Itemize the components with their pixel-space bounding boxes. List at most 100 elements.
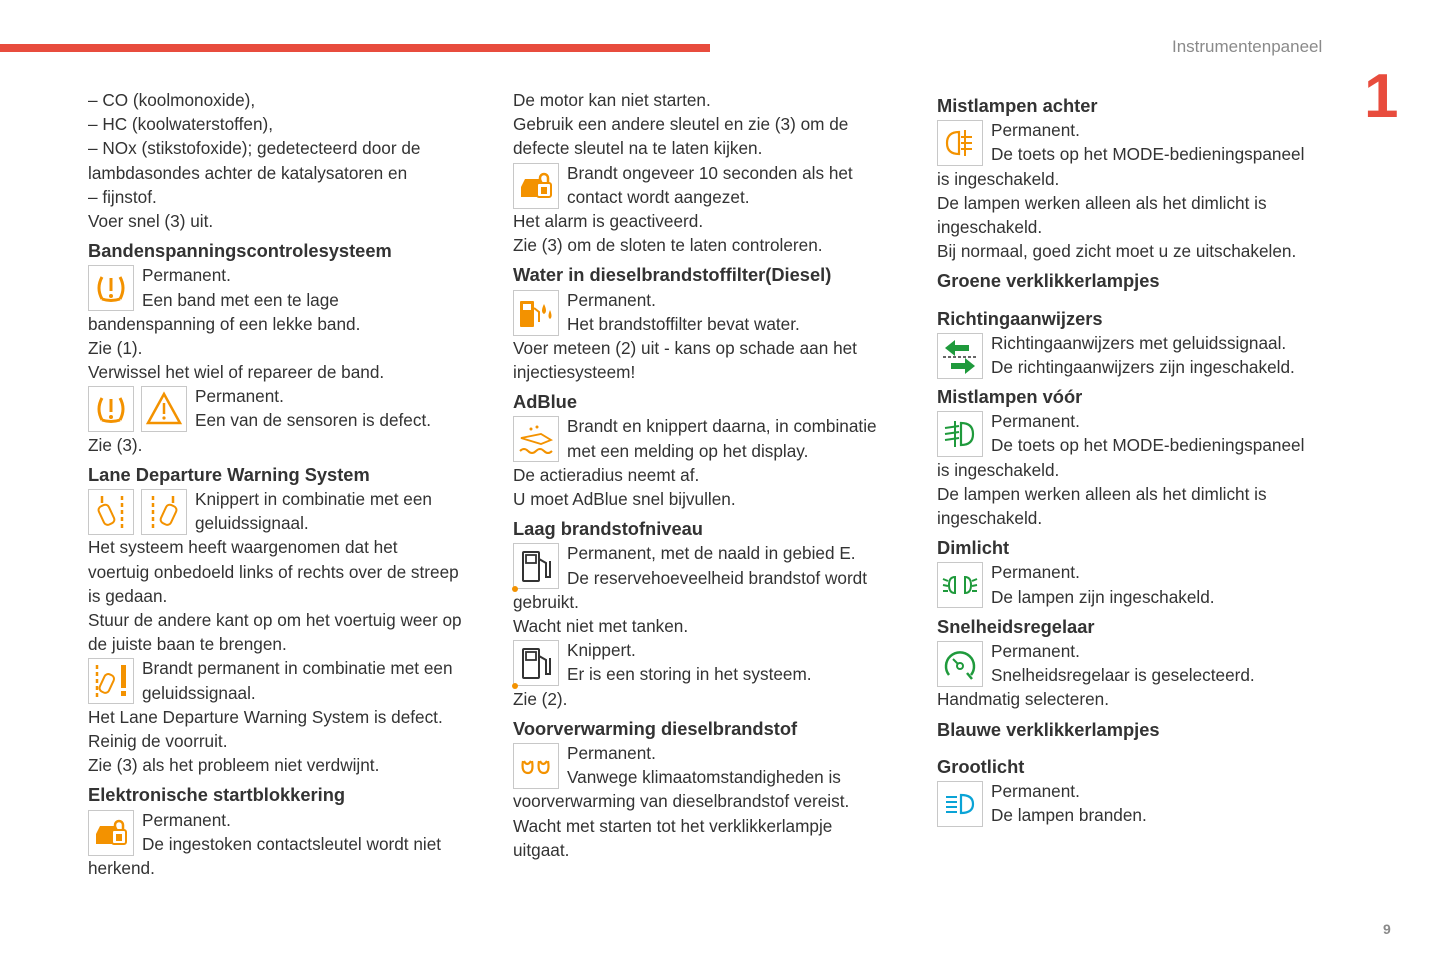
indicator-entry: Permanent. Een van de sensoren is defect.: [88, 384, 508, 433]
indicator-entry: Permanent, met de naald in gebied E. De r…: [512, 541, 933, 593]
indicator-description: Permanent. Vanwege klimaatomstandigheden …: [567, 741, 841, 789]
indicator-entry: Brandt en knippert daarna, in combinatie…: [513, 414, 933, 463]
fuel-level-icon: [512, 543, 559, 593]
tyre-pressure-icon: [88, 265, 134, 312]
adblue-icon: [513, 416, 559, 463]
section-heading: Richtingaanwijzers: [937, 307, 1103, 329]
text-line: uitgaat.: [513, 839, 570, 860]
high-beam-icon: [937, 780, 983, 827]
indicator-entry: Permanent. De lampen zijn ingeschakeld.: [937, 560, 1367, 609]
lane-departure-right-icon: [141, 489, 187, 536]
header-accent-bar: [0, 44, 710, 52]
section-heading: Mistlampen achter: [937, 95, 1098, 116]
indicator-entry: Permanent. De ingestoken contactsleutel w…: [88, 808, 508, 856]
text-line: Permanent.: [991, 411, 1080, 432]
text-line: Handmatig selecteren.: [937, 689, 1109, 710]
text-line: Verwissel het wiel of repareer de band.: [88, 362, 385, 383]
section-title: Blauwe verklikkerlampjes: [937, 718, 1160, 740]
text-line: Wacht met starten tot het verklikkerlamp…: [513, 815, 833, 836]
column-1: – CO (koolmonoxide), – HC (koolwaterstoff…: [88, 88, 508, 880]
text-line: bandenspanning of een lekke band.: [88, 313, 361, 334]
text-line: Knippert in combinatie met een: [195, 489, 432, 510]
text-line: ingeschakeld.: [937, 216, 1043, 237]
text-line: De lampen werken alleen als het dimlicht…: [937, 483, 1267, 504]
text-line: De lampen branden.: [991, 805, 1147, 826]
indicator-description: Permanent. De toets op het MODE-bediening…: [991, 118, 1304, 166]
indicator-entry: Permanent. Vanwege klimaatomstandigheden …: [513, 741, 933, 789]
indicator-icons: [937, 779, 983, 827]
indicator-icons: [88, 384, 187, 433]
text-line: Wacht niet met tanken.: [513, 616, 689, 636]
text-line: Het alarm is geactiveerd.: [513, 210, 704, 231]
text-line: Permanent.: [142, 809, 231, 830]
text-line: geluidssignaal.: [195, 513, 309, 534]
indicator-description: Permanent. De ingestoken contactsleutel w…: [142, 808, 441, 856]
indicator-icons: [513, 741, 559, 789]
text-line: De toets op het MODE-bedieningspaneel: [991, 144, 1305, 165]
tyre-pressure-icon: [88, 386, 134, 433]
indicator-description: Permanent. De lampen branden.: [991, 779, 1147, 827]
section-heading: Mistlampen vóór: [937, 386, 1083, 408]
section-heading: Water in dieselbrandstoffilter(Diesel): [513, 264, 832, 286]
text-line: U moet AdBlue snel bijvullen.: [513, 489, 736, 510]
indicator-entry: Richtingaanwijzers met geluidssignaal. De…: [937, 331, 1367, 379]
section-heading: Snelheidsregelaar: [937, 615, 1095, 637]
text-line: De lampen werken alleen als het dimlicht…: [937, 192, 1267, 213]
diesel-preheat-icon: [513, 742, 559, 789]
indicator-icons: [513, 288, 559, 336]
text-line: – HC (koolwaterstoffen),: [88, 114, 274, 135]
text-line: Reinig de voorruit.: [88, 730, 228, 751]
immobilizer-icon: [88, 809, 134, 856]
text-line: Stuur de andere kant op om het voertuig …: [88, 609, 462, 630]
warning-dot-icon: [512, 683, 518, 690]
text-line: – fijnstof.: [88, 186, 157, 207]
indicator-icons: [88, 808, 134, 856]
text-line: Permanent, met de naald in gebied E.: [567, 543, 856, 564]
text-line: geluidssignaal.: [142, 682, 256, 703]
cruise-control-icon: [937, 641, 983, 687]
section-heading: Lane Departure Warning System: [88, 463, 370, 485]
text-line: is ingeschakeld.: [937, 459, 1060, 480]
indicator-icons: [513, 161, 559, 209]
text-line: is ingeschakeld.: [937, 168, 1060, 189]
section-heading: AdBlue: [513, 391, 577, 413]
indicator-description: Permanent. Een van de sensoren is defect.: [195, 384, 431, 432]
text-line: Het brandstoffilter bevat water.: [567, 313, 800, 334]
indicator-description: Permanent. De toets op het MODE-bediening…: [991, 409, 1304, 457]
text-line: De richtingaanwijzers zijn ingeschakeld.: [991, 356, 1295, 377]
indicator-entry: Permanent. Het brandstoffilter bevat wate…: [513, 288, 933, 336]
section-heading: Dimlicht: [937, 537, 1010, 559]
section-heading: Bandenspanningscontrolesysteem: [88, 240, 392, 262]
text-line: Een van de sensoren is defect.: [195, 410, 432, 431]
text-line: Een band met een te lage: [142, 289, 339, 310]
indicator-entry: Knippert in combinatie met een geluidssig…: [88, 487, 508, 536]
indicator-description: Permanent. De lampen zijn ingeschakeld.: [991, 560, 1215, 608]
indicator-description: Permanent, met de naald in gebied E. De r…: [567, 541, 867, 589]
indicator-description: Permanent. Het brandstoffilter bevat wate…: [567, 288, 800, 336]
chapter-number: 1: [1364, 62, 1399, 131]
text-line: Knippert.: [567, 640, 636, 661]
indicator-icons: [937, 331, 983, 379]
text-line: contact wordt aangezet.: [567, 186, 750, 207]
indicator-entry: Permanent. De toets op het MODE-bediening…: [937, 118, 1367, 167]
text-line: De reservehoeveelheid brandstof wordt: [567, 567, 868, 588]
lane-departure-fault-icon: [88, 658, 134, 705]
text-line: Permanent.: [567, 742, 656, 763]
fuel-level-icon: [512, 640, 559, 690]
low-beam-icon: [937, 562, 983, 609]
text-line: injectiesysteem!: [513, 362, 636, 383]
indicator-description: Richtingaanwijzers met geluidssignaal. De…: [991, 331, 1295, 379]
section-heading: Elektronische startblokkering: [88, 784, 346, 806]
text-line: Permanent.: [142, 265, 231, 286]
text-line: met een melding op het display.: [567, 440, 809, 461]
text-line: lambdasondes achter de katalysatoren en: [88, 162, 408, 183]
text-line: defecte sleutel na te laten kijken.: [513, 138, 763, 159]
indicator-description: Permanent. Snelheidsregelaar is geselecte…: [991, 639, 1255, 687]
section-heading: Laag brandstofniveau: [513, 518, 703, 540]
indicator-icons: [937, 560, 983, 609]
running-title: Instrumentenpaneel: [1172, 37, 1323, 56]
text-line: Voer meteen (2) uit - kans op schade aan…: [513, 337, 857, 358]
text-line: Permanent.: [991, 780, 1080, 801]
indicator-icons: [937, 409, 983, 458]
text-line: De actieradius neemt af.: [513, 464, 700, 485]
